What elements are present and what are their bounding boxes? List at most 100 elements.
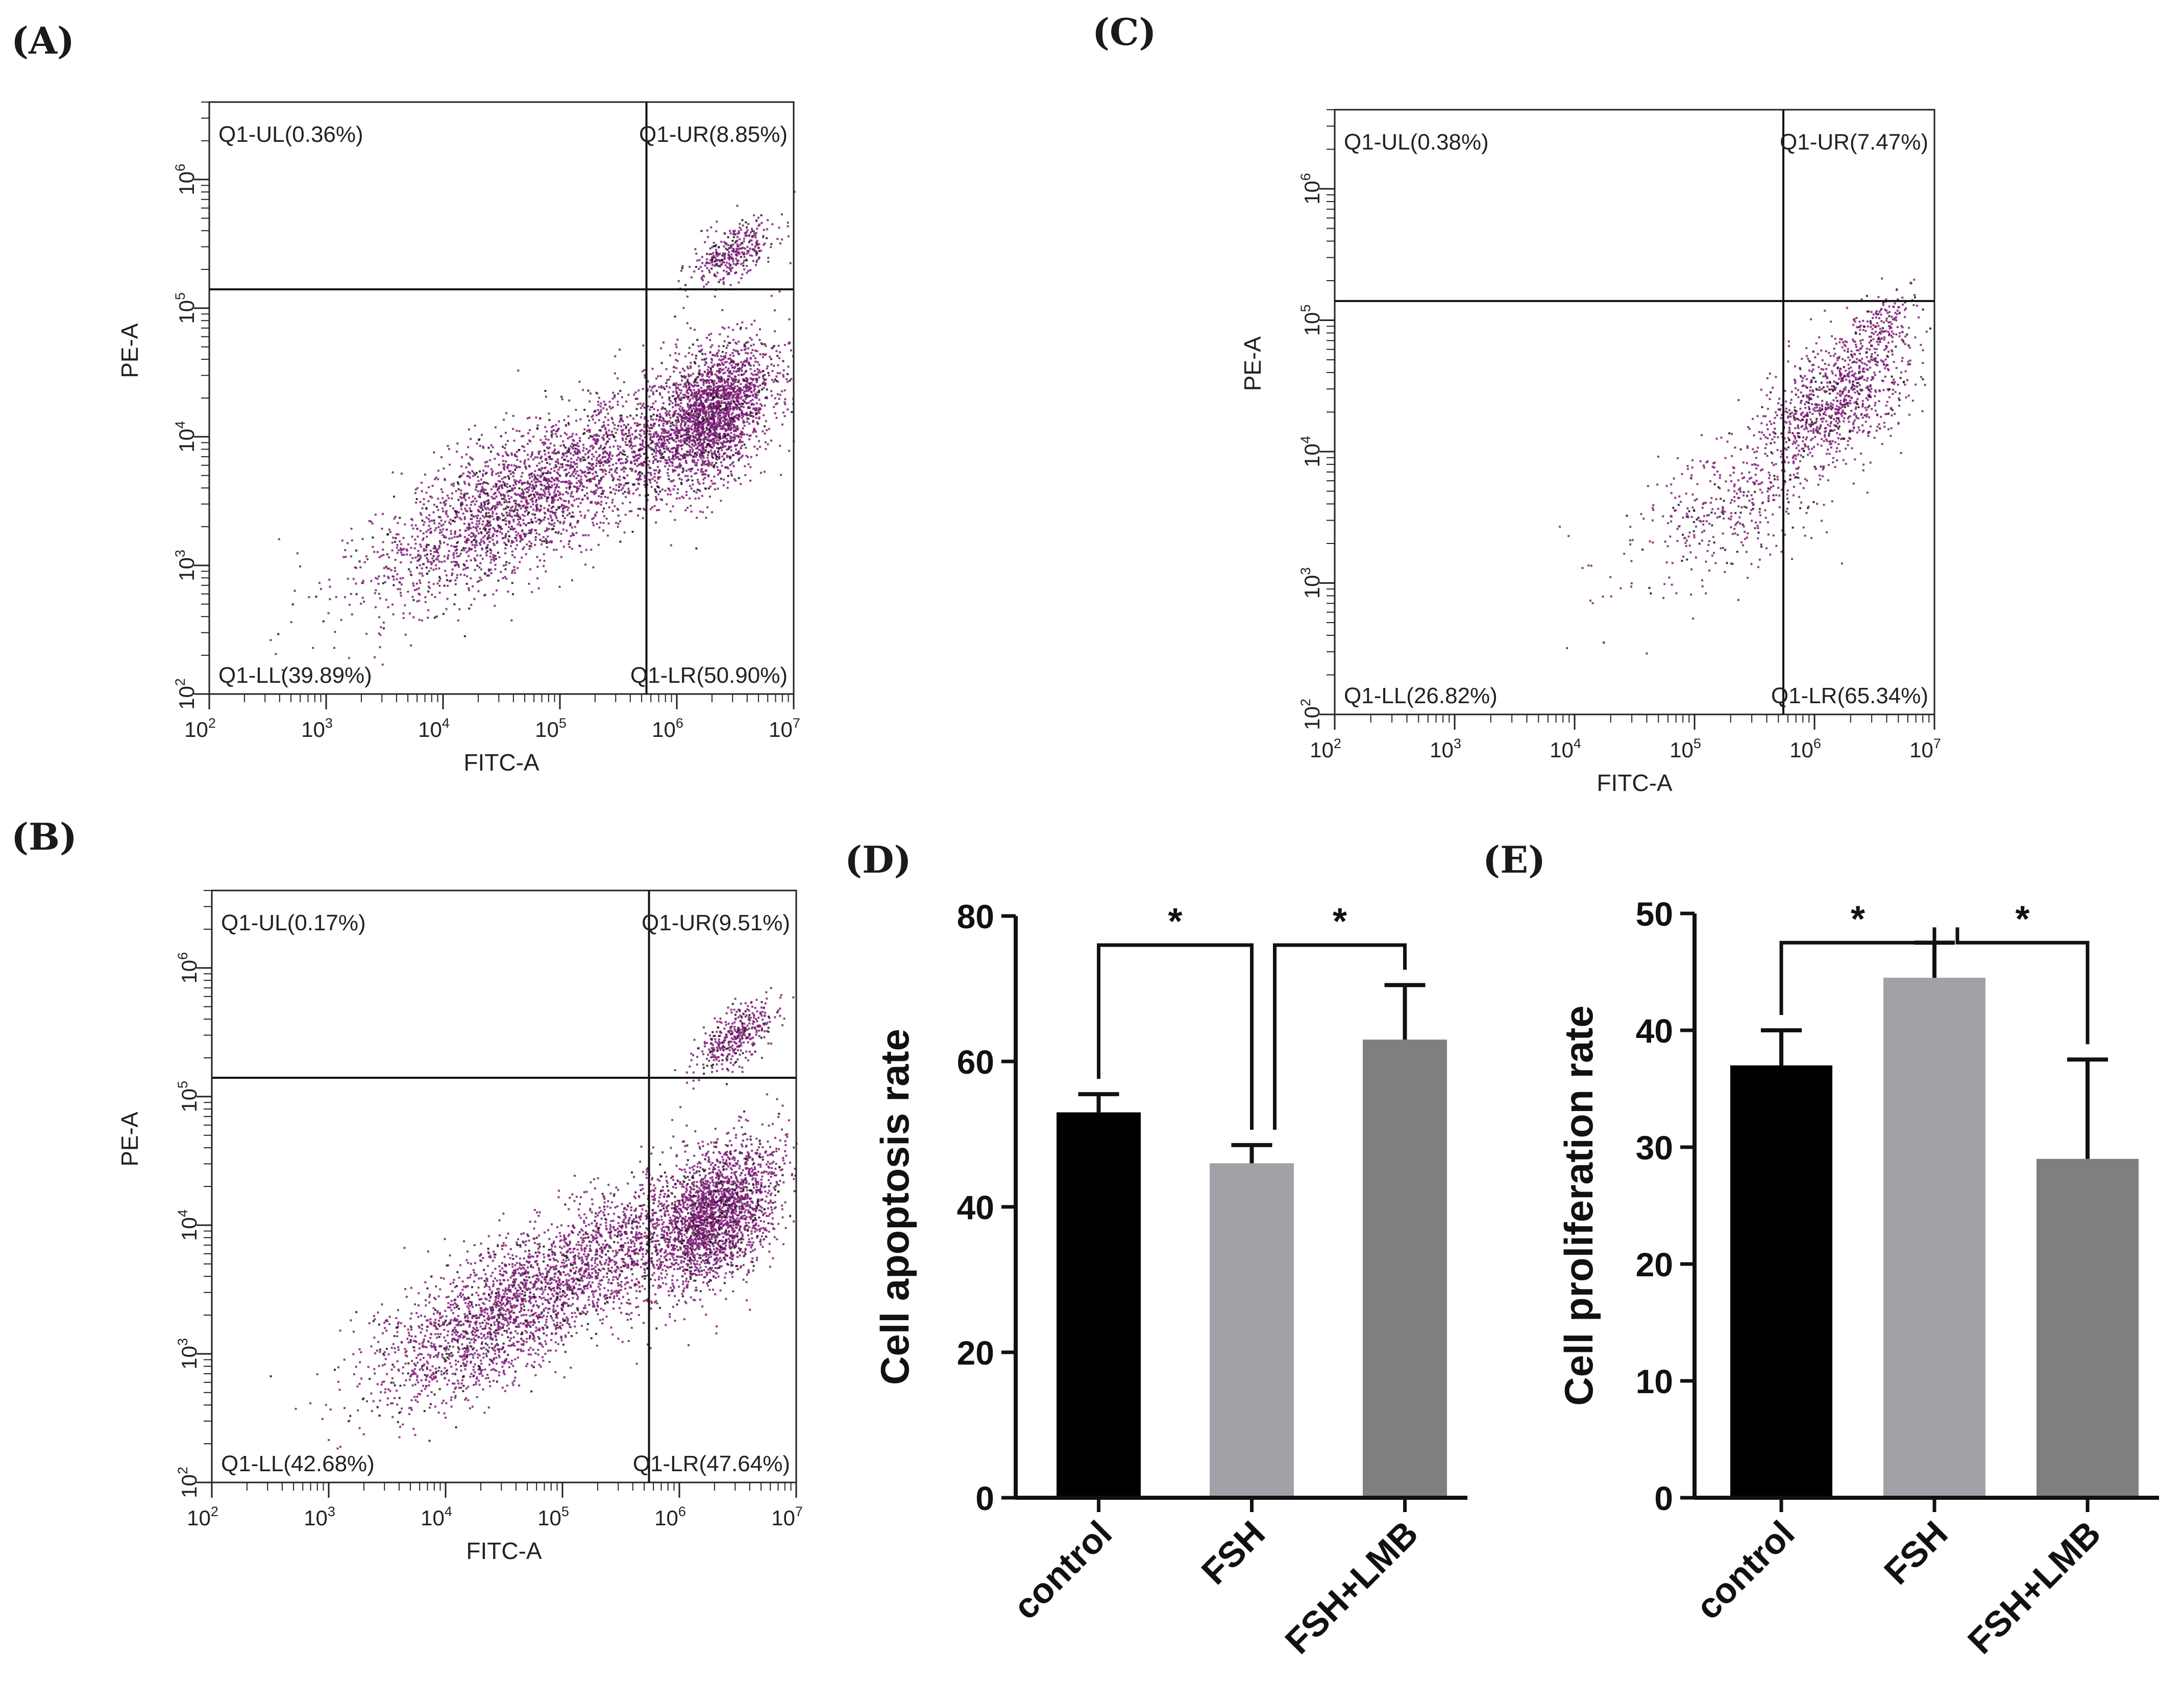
event-dot [467, 567, 469, 569]
event-dot [451, 498, 453, 500]
event-dot [531, 490, 533, 492]
event-dot [747, 348, 749, 350]
event-dot [406, 550, 408, 552]
event-dot [771, 223, 773, 225]
event-dot [604, 496, 606, 498]
event-dot [400, 561, 402, 563]
event-dot [686, 379, 689, 381]
event-dot [724, 418, 726, 420]
event-dot [638, 483, 640, 485]
event-dot [755, 417, 757, 419]
event-dot [511, 542, 513, 544]
event-dot [446, 608, 448, 610]
event-dot [457, 620, 459, 622]
event-dot [680, 454, 682, 456]
event-dot [708, 487, 710, 489]
event-dot [490, 444, 493, 446]
event-dot [402, 577, 404, 579]
event-dot [440, 525, 443, 527]
event-dot [751, 412, 753, 414]
event-dot [568, 507, 570, 509]
event-dot [617, 479, 619, 481]
event-dot [766, 429, 768, 431]
event-dot [555, 433, 557, 435]
event-dot [619, 479, 621, 481]
event-dot [560, 540, 562, 542]
event-dot [505, 499, 507, 501]
event-dot [624, 454, 626, 456]
event-dot [478, 480, 480, 482]
event-dot [483, 492, 485, 494]
event-dot [709, 339, 711, 341]
event-dot [728, 398, 730, 400]
event-dot [760, 472, 762, 474]
event-dot [680, 423, 682, 425]
event-dot [702, 422, 704, 424]
event-dot [383, 567, 385, 569]
event-dot [685, 462, 688, 464]
event-dot [741, 417, 743, 419]
event-dot [755, 435, 757, 437]
event-dot [649, 386, 651, 388]
event-dot [642, 448, 644, 450]
event-dot [584, 564, 586, 566]
event-dot [394, 517, 396, 519]
event-dot [570, 464, 572, 466]
event-dot [592, 418, 594, 420]
event-dot [726, 408, 728, 410]
event-dot [525, 499, 527, 501]
event-dot [577, 457, 579, 459]
event-dot [460, 489, 462, 491]
event-dot [707, 380, 709, 382]
event-dot [616, 484, 618, 486]
event-dot [626, 444, 628, 446]
event-dot [663, 442, 665, 444]
event-dot [580, 476, 582, 478]
event-dot [560, 396, 562, 398]
event-dot [486, 492, 488, 494]
event-dot [655, 401, 657, 403]
event-dot [594, 478, 596, 480]
event-dot [365, 555, 367, 557]
event-dot [452, 568, 454, 571]
event-dot [716, 466, 718, 468]
event-dot [550, 468, 552, 470]
event-dot [696, 462, 698, 464]
event-dot [700, 351, 702, 353]
event-dot [404, 604, 406, 606]
event-dot [655, 431, 657, 433]
event-dot [486, 531, 488, 533]
event-dot [531, 498, 533, 500]
event-dot [655, 491, 657, 493]
event-dot [699, 397, 701, 399]
event-dot [724, 328, 726, 330]
event-dot [706, 386, 708, 388]
event-dot [556, 484, 558, 486]
event-dot [497, 525, 499, 527]
event-dot [477, 476, 479, 478]
event-dot [476, 544, 478, 547]
event-dot [619, 451, 621, 453]
event-dot [573, 475, 575, 477]
event-dot [723, 245, 725, 247]
event-dot [712, 426, 714, 428]
event-dot [716, 395, 718, 398]
event-dot [490, 468, 493, 470]
event-dot [602, 437, 604, 439]
event-dot [486, 461, 488, 463]
event-dot [588, 401, 591, 403]
event-dot [594, 438, 596, 440]
event-dot [525, 524, 527, 526]
event-dot [705, 389, 707, 391]
event-dot [517, 369, 519, 372]
event-dot [632, 492, 634, 494]
event-dot [391, 550, 394, 552]
event-dot [492, 471, 494, 473]
event-dot [602, 456, 604, 458]
figure: (A) 102 103 104 105 106 107FITC-A102103104105… [0, 0, 2183, 1708]
event-dot [414, 539, 416, 541]
event-dot [479, 528, 481, 530]
event-dot [659, 476, 661, 478]
event-dot [667, 493, 669, 496]
event-dot [444, 570, 446, 572]
